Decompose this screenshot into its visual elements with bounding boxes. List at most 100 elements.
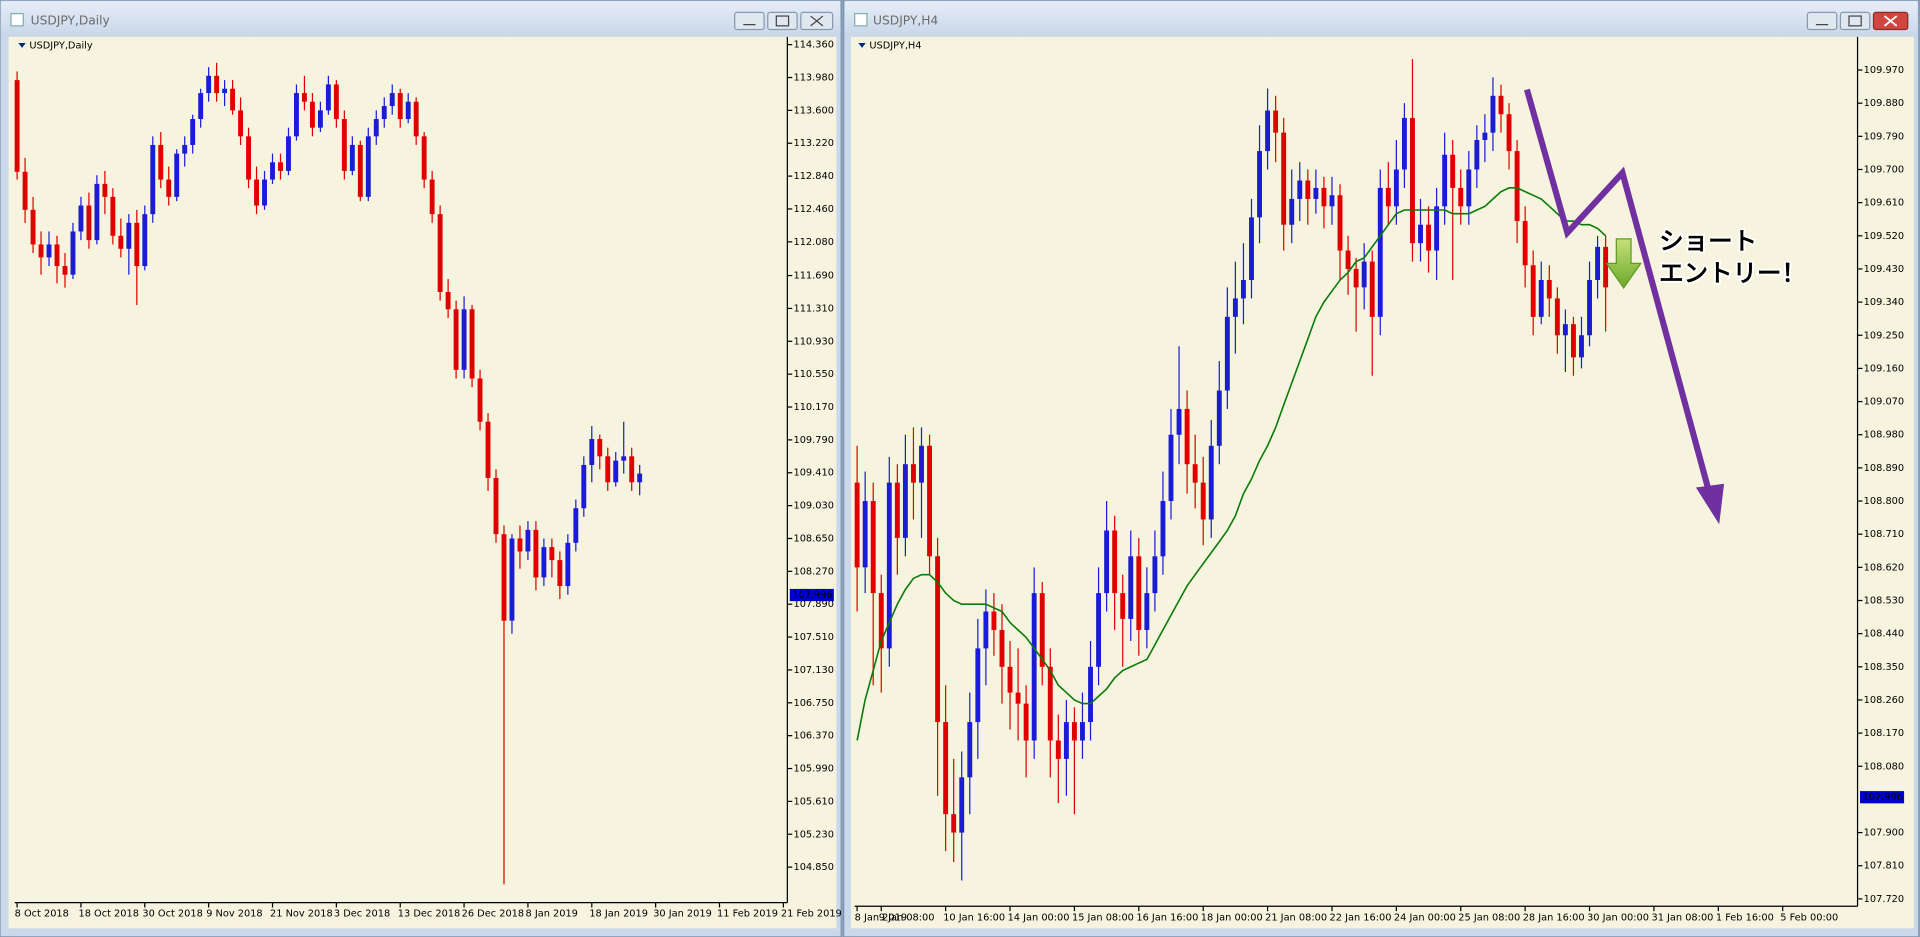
x-tick-label: 22 Jan 16:00 [1330,912,1392,923]
x-tick-label: 8 Oct 2018 [15,909,69,920]
candle-body [533,529,539,578]
candle-body [886,482,892,649]
candle-body [1434,206,1440,251]
candle-body [1023,703,1029,741]
chart-menu-arrow [858,42,866,48]
candle-body [1522,221,1528,266]
x-tick-label: 28 Jan 16:00 [1523,912,1585,923]
x-tick-label: 18 Jan 2019 [589,909,648,920]
chart-label: USDJPY,Daily [29,40,93,51]
candle-body [142,214,148,267]
candle-body [637,473,643,483]
candle-body [325,84,331,111]
candle-body [38,244,44,258]
y-tick-label: 108.710 [1864,529,1904,540]
candle-body [1265,110,1271,152]
candle-body [910,464,916,483]
candle-body [373,119,379,137]
candle-body [238,110,244,137]
candle-body [1168,434,1174,502]
icon [1848,15,1862,27]
candle-body [517,538,523,552]
y-tick-label: 108.170 [1864,728,1904,739]
y-tick-label: 108.080 [1864,761,1904,772]
y-tick-label: 105.230 [793,829,833,840]
minimize-button[interactable] [734,11,765,31]
candle-body [1281,132,1287,225]
x-tick-label: 14 Jan 00:00 [1008,912,1070,923]
last-price-box [789,588,834,602]
candle-body [1426,224,1432,251]
candle-body [214,75,220,94]
y-tick-label: 109.520 [1864,231,1904,242]
icon [775,15,790,27]
candle-body [1240,280,1246,299]
y-tick-label: 113.600 [793,105,833,116]
last-price-box [1860,791,1905,804]
candle-body [1579,335,1584,358]
icon [1883,15,1898,27]
candle-body [1587,280,1592,336]
purple-arrowhead [1695,483,1725,525]
y-tick-label: 105.990 [793,764,833,775]
maximize-button[interactable] [767,11,798,31]
y-tick-label: 107.900 [1864,828,1904,839]
candle-body [1128,556,1134,619]
candle-body [22,171,28,210]
candle-body [1007,666,1013,693]
y-tick-label: 108.620 [1864,562,1904,573]
candle-body [1498,95,1504,115]
chart-area [851,36,1914,929]
candle-body [174,153,180,197]
candle-body [501,534,507,621]
candle-body [549,547,555,561]
candle-body [565,542,571,587]
candle-body [581,464,587,509]
candle-body [62,266,68,275]
y-tick-label: 111.310 [793,303,833,314]
x-tick-label: 31 Jan 08:00 [1651,912,1713,923]
maximize-button[interactable] [1839,11,1871,31]
candle-body [902,464,908,538]
annotation: エントリー！ [1659,258,1806,287]
candle-body [485,421,491,478]
chart-menu-arrow [18,42,26,48]
candle-body [78,205,84,232]
candle-body [1506,114,1512,152]
candle-body [613,460,619,483]
candle-body [469,309,475,379]
y-tick-label: 109.610 [1864,198,1904,209]
candle-body [1200,482,1206,520]
y-tick-label: 108.270 [793,566,833,577]
x-tick-label: 15 Jan 08:00 [1072,912,1134,923]
candle-body [1031,593,1037,741]
candle-body [429,179,435,215]
candle-body [126,222,132,249]
moving-average [856,187,1607,741]
candle-body [262,179,267,206]
candle-body [1047,666,1053,741]
candle-body [1562,324,1568,336]
y-tick-label: 112.460 [793,204,833,215]
candle-body [1514,151,1520,222]
y-tick-label: 109.970 [1864,65,1904,76]
candle-body [1369,261,1375,317]
minimize-button[interactable] [1806,11,1838,31]
x-tick-label: 16 Jan 16:00 [1136,912,1198,923]
candle-body [30,209,36,245]
candle-body [1418,224,1423,244]
candle-body [1530,265,1536,317]
candle-body [381,106,387,120]
candle-body [1385,187,1391,207]
charts: USDJPY,Daily 114.360 113.980 113.600 113.220… [14,36,1905,923]
candle-body [421,136,427,180]
candle-body [1055,740,1061,759]
y-tick-label: 107.720 [1864,894,1904,905]
candle-body [1401,117,1407,170]
y-tick-label: 108.980 [1864,430,1904,441]
candle-body [870,501,876,594]
candle-body [1080,722,1085,741]
candle-body [975,648,981,723]
candle-body [94,183,100,241]
